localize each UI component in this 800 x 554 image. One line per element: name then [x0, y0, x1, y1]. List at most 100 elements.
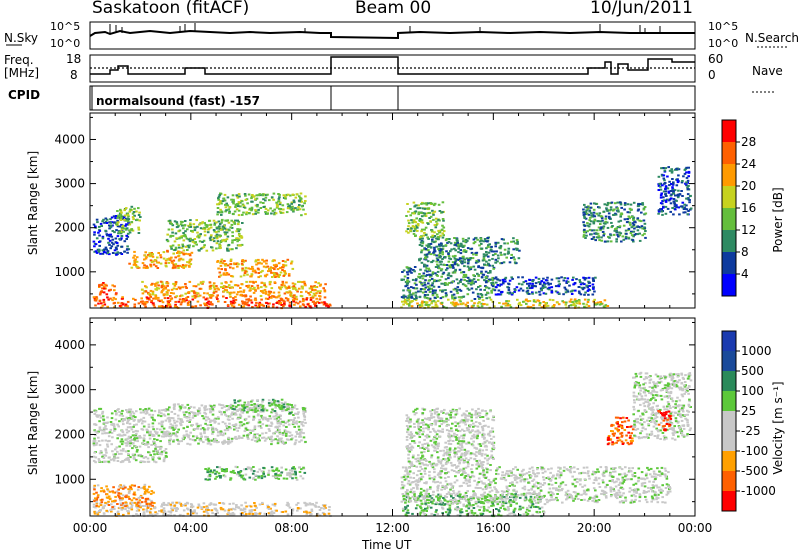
data-cell	[311, 289, 314, 291]
data-cell	[223, 231, 227, 234]
data-cell	[492, 283, 495, 286]
data-cell	[177, 428, 180, 431]
data-cell	[630, 226, 634, 229]
data-cell	[461, 295, 465, 298]
data-cell	[249, 287, 252, 290]
data-cell	[205, 225, 208, 228]
data-cell	[444, 289, 447, 292]
data-cell	[165, 304, 168, 307]
data-cell	[508, 279, 512, 282]
data-cell	[625, 232, 628, 235]
data-cell	[277, 197, 281, 200]
data-cell	[436, 233, 439, 236]
data-cell	[254, 478, 257, 481]
data-cell	[578, 302, 582, 305]
data-cell	[599, 229, 602, 232]
data-cell	[688, 199, 691, 201]
data-cell	[94, 497, 97, 500]
data-cell	[671, 178, 674, 180]
data-cell	[141, 442, 145, 445]
data-cell	[133, 491, 136, 494]
data-cell	[264, 292, 268, 295]
data-cell	[609, 234, 613, 237]
data-cell	[528, 292, 531, 295]
data-cell	[191, 230, 194, 233]
data-cell	[225, 470, 228, 473]
data-cell	[416, 224, 420, 227]
data-cell	[136, 449, 139, 451]
data-cell	[476, 238, 479, 241]
data-cell	[407, 267, 410, 270]
data-cell	[288, 435, 291, 437]
data-cell	[245, 285, 248, 287]
data-cell	[168, 420, 171, 423]
nsearch-label: N.Search	[745, 31, 800, 45]
data-cell	[113, 425, 116, 428]
data-cell	[216, 297, 219, 300]
data-cell	[507, 247, 511, 250]
data-cell	[180, 224, 184, 227]
data-cell	[510, 276, 513, 279]
data-cell	[131, 229, 135, 232]
data-cell	[427, 282, 430, 285]
data-cell	[116, 460, 120, 462]
data-cell	[119, 252, 122, 254]
data-cell	[659, 188, 663, 191]
data-cell	[298, 287, 301, 290]
data-cell	[565, 280, 568, 283]
data-cell	[199, 247, 203, 250]
data-cell	[279, 210, 282, 213]
data-cell	[228, 415, 232, 418]
data-cell	[593, 215, 597, 218]
data-cell	[281, 211, 285, 214]
data-cell	[191, 424, 194, 426]
data-cell	[420, 220, 423, 223]
data-cell	[197, 425, 200, 428]
data-cell	[472, 238, 476, 241]
data-cell	[154, 511, 157, 514]
data-cell	[279, 439, 282, 441]
data-cell	[227, 243, 231, 246]
data-cell	[140, 428, 144, 431]
data-cell	[118, 485, 121, 488]
data-cell	[308, 502, 312, 505]
data-cell	[100, 501, 104, 504]
data-cell	[144, 504, 148, 507]
data-cell	[189, 405, 193, 408]
data-cell	[248, 280, 252, 283]
data-cell	[174, 266, 177, 269]
data-cell	[149, 507, 153, 510]
data-cell	[408, 304, 411, 307]
data-cell	[465, 305, 469, 308]
data-cell	[609, 240, 613, 243]
data-cell	[189, 431, 192, 434]
data-cell	[427, 269, 431, 271]
data-cell	[453, 298, 456, 301]
data-cell	[631, 222, 635, 225]
data-cell	[440, 228, 444, 231]
data-cell	[588, 210, 592, 213]
data-cell	[629, 232, 633, 235]
data-cell	[208, 281, 212, 284]
data-cell	[171, 424, 174, 427]
data-cell	[219, 241, 223, 243]
data-cell	[234, 284, 238, 287]
data-cell	[440, 260, 443, 263]
data-cell	[321, 504, 325, 507]
data-cell	[324, 283, 327, 286]
data-cell	[290, 201, 294, 204]
data-cell	[220, 258, 224, 261]
data-cell	[420, 251, 423, 254]
data-cell	[278, 196, 281, 199]
data-cell	[426, 244, 429, 247]
data-cell	[502, 302, 505, 305]
data-cell	[191, 416, 195, 419]
data-cell	[259, 201, 262, 204]
data-cell	[443, 256, 447, 259]
data-cell	[160, 425, 164, 428]
data-cell	[439, 263, 442, 266]
data-cell	[266, 193, 269, 196]
data-cell	[228, 206, 232, 209]
data-cell	[312, 292, 316, 295]
